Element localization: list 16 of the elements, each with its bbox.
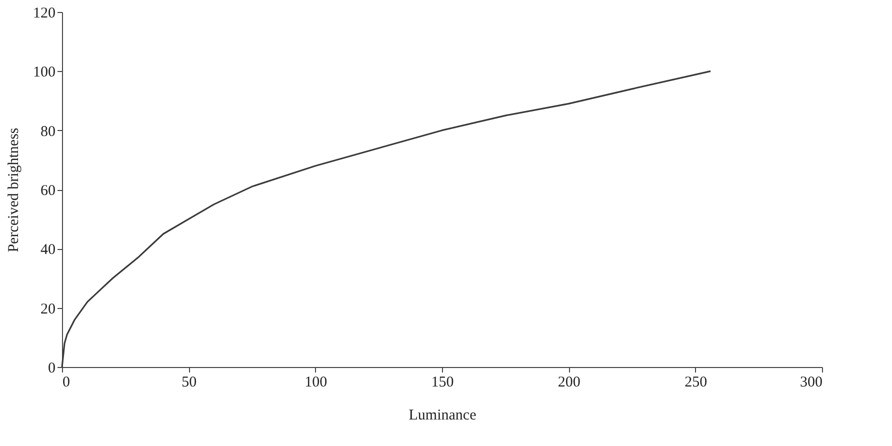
y-tick-label: 0 (48, 360, 56, 376)
y-tick-label: 80 (40, 124, 56, 140)
x-tick-label: 100 (304, 374, 328, 390)
y-tick-label: 100 (33, 64, 56, 81)
x-tick-label: 50 (182, 374, 197, 390)
x-tick-label: 250 (684, 374, 708, 390)
x-tick-label: 150 (431, 374, 454, 390)
x-tick-label: 300 (800, 374, 822, 390)
y-tick-label: 120 (33, 6, 56, 22)
x-tick-label: 0 (62, 374, 70, 390)
y-tick-label: 40 (40, 242, 56, 258)
y-tick-label: 60 (40, 183, 56, 199)
x-axis-title: Luminance (408, 408, 477, 424)
y-tick-label: 20 (40, 301, 56, 318)
y-axis-title: Perceived brightness (6, 128, 22, 252)
x-tick-label: 200 (558, 374, 580, 390)
